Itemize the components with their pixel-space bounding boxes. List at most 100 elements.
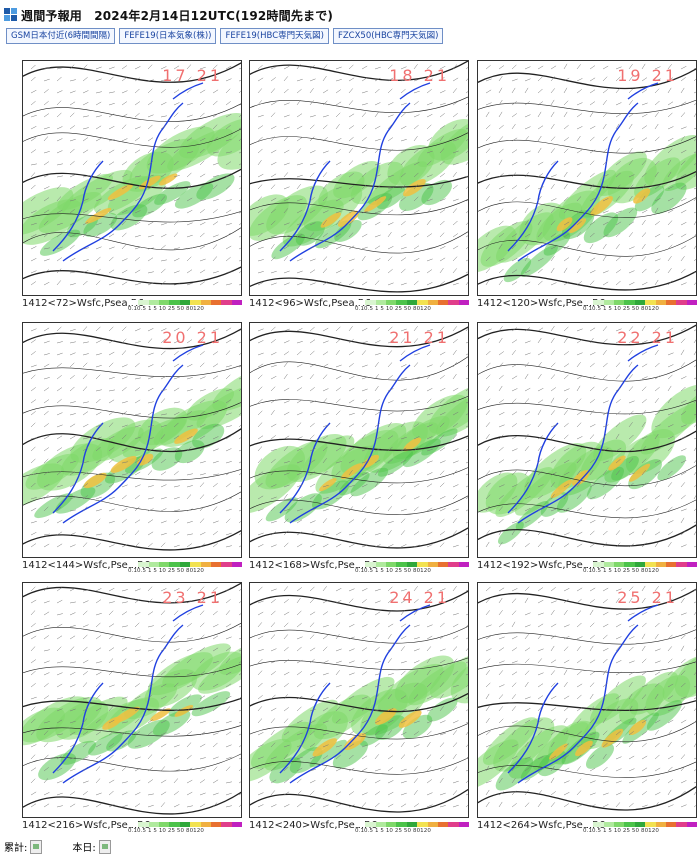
scale-swatch: [665, 562, 677, 567]
weather-map[interactable]: 24 21: [249, 582, 469, 818]
scale-swatch: [200, 822, 211, 827]
scale-swatch: [645, 562, 656, 567]
weather-map[interactable]: 19 21: [477, 60, 697, 296]
scale-swatch: [179, 822, 191, 827]
scale-swatch: [614, 562, 625, 567]
scale-swatch: [365, 822, 376, 827]
scale-labels: 0.10.5 1 5 10 25 50 80120: [128, 828, 204, 834]
scale-swatch: [231, 300, 242, 305]
precip-scale-legend: 0.10.5 1 5 10 25 50 80120: [355, 822, 469, 834]
scale-swatch: [221, 562, 232, 567]
scale-swatch: [138, 822, 149, 827]
scale-swatch: [179, 562, 191, 567]
scale-swatch: [603, 822, 615, 827]
scale-swatch: [148, 300, 160, 305]
forecast-panel: 23 21 1412<216>Wsfc,Psea,R6 0.10.5 1 5 10 …: [22, 582, 242, 838]
scale-swatch: [676, 300, 687, 305]
today-counter: 本日:: [72, 839, 111, 854]
scale-swatch: [406, 300, 418, 305]
weather-map[interactable]: 20 21: [22, 322, 242, 558]
weather-map[interactable]: 21 21: [249, 322, 469, 558]
precip-scale-legend: 0.10.5 1 5 10 25 50 80120: [583, 562, 697, 574]
scale-labels: 0.10.5 1 5 10 25 50 80120: [583, 568, 659, 574]
scale-swatch: [437, 562, 449, 567]
scale-swatch: [159, 822, 170, 827]
scale-swatch: [200, 300, 211, 305]
scale-swatch: [138, 562, 149, 567]
scale-swatch: [190, 562, 201, 567]
precip-scale-legend: 0.10.5 1 5 10 25 50 80120: [583, 822, 697, 834]
scale-swatch: [634, 822, 646, 827]
valid-time-stamp: 24 21: [389, 588, 450, 607]
scale-swatch: [396, 822, 407, 827]
scale-swatch: [437, 822, 449, 827]
chart-tabs: GSM日本付近(6時間間隔) FEFE19(日本気象(株)) FEFE19(HB…: [6, 28, 444, 44]
scale-swatch: [624, 562, 635, 567]
scale-swatch: [231, 822, 242, 827]
valid-time-stamp: 22 21: [617, 328, 678, 347]
scale-swatch: [406, 562, 418, 567]
weather-map[interactable]: 17 21: [22, 60, 242, 296]
precip-scale-legend: 0.10.5 1 5 10 25 50 80120: [128, 822, 242, 834]
precip-scale-legend: 0.10.5 1 5 10 25 50 80120: [128, 562, 242, 574]
weather-map[interactable]: 25 21: [477, 582, 697, 818]
scale-swatch: [128, 300, 139, 305]
panel-caption: 1412<96>Wsfc,Psea,R6: [249, 298, 372, 309]
scale-swatch: [448, 822, 459, 827]
scale-swatch: [128, 562, 139, 567]
scale-swatch: [169, 822, 180, 827]
panel-caption: 1412<216>Wsfc,Psea,R6: [22, 820, 151, 831]
scale-swatch: [375, 562, 387, 567]
scale-swatch: [655, 562, 666, 567]
valid-time-stamp: 19 21: [617, 66, 678, 85]
valid-time-stamp: 23 21: [162, 588, 223, 607]
precip-scale-legend: 0.10.5 1 5 10 25 50 80120: [355, 300, 469, 312]
total-counter-label: 累計:: [4, 843, 28, 854]
weather-map-graphic: [23, 583, 241, 815]
scale-swatch: [138, 300, 149, 305]
panel-caption: 1412<168>Wsfc,Psea,R6: [249, 560, 378, 571]
scale-swatch: [665, 300, 677, 305]
scale-swatch: [386, 300, 397, 305]
broken-image-icon: [98, 839, 111, 854]
scale-swatch: [624, 822, 635, 827]
panel-caption: 1412<264>Wsfc,Psea,R6: [477, 820, 606, 831]
weather-map[interactable]: 22 21: [477, 322, 697, 558]
weather-map[interactable]: 23 21: [22, 582, 242, 818]
tab-fzcx50-hbc[interactable]: FZCX50(HBC専門天気図): [332, 28, 444, 44]
scale-swatch: [169, 562, 180, 567]
scale-swatch: [686, 822, 697, 827]
valid-time-stamp: 18 21: [389, 66, 450, 85]
forecast-panel: 21 21 1412<168>Wsfc,Psea,R6 0.10.5 1 5 10 …: [249, 322, 469, 578]
scale-swatch: [655, 300, 666, 305]
weather-map[interactable]: 18 21: [249, 60, 469, 296]
scale-labels: 0.10.5 1 5 10 25 50 80120: [355, 568, 431, 574]
forecast-panel: 24 21 1412<240>Wsfc,Psea,R6 0.10.5 1 5 10 …: [249, 582, 469, 838]
scale-swatch: [676, 562, 687, 567]
scale-swatch: [355, 562, 366, 567]
valid-time-stamp: 21 21: [389, 328, 450, 347]
total-counter: 累計:: [4, 839, 43, 854]
scale-swatch: [645, 822, 656, 827]
tab-fefe19-hbc[interactable]: FEFE19(HBC専門天気図): [220, 28, 329, 44]
weather-map-graphic: [478, 63, 696, 291]
weather-map-graphic: [478, 585, 696, 811]
weather-map-graphic: [478, 324, 696, 548]
scale-labels: 0.10.5 1 5 10 25 50 80120: [583, 828, 659, 834]
forecast-panel: 20 21 1412<144>Wsfc,Psea,R6 0.10.5 1 5 10 …: [22, 322, 242, 578]
scale-labels: 0.10.5 1 5 10 25 50 80120: [355, 306, 431, 312]
forecast-panel: 17 21 1412<72>Wsfc,Psea,R6 0.10.5 1 5 10 2…: [22, 60, 242, 316]
scale-swatch: [427, 300, 438, 305]
weather-map-graphic: [23, 326, 241, 551]
panel-caption: 1412<240>Wsfc,Psea,R6: [249, 820, 378, 831]
scale-swatch: [365, 300, 376, 305]
tab-fefe19-jwa[interactable]: FEFE19(日本気象(株)): [119, 28, 217, 44]
scale-swatch: [634, 562, 646, 567]
tab-gsm[interactable]: GSM日本付近(6時間間隔): [6, 28, 116, 44]
precip-scale-legend: 0.10.5 1 5 10 25 50 80120: [583, 300, 697, 312]
scale-swatch: [583, 300, 594, 305]
weather-map-graphic: [250, 61, 468, 293]
panel-caption: 1412<72>Wsfc,Psea,R6: [22, 298, 145, 309]
scale-swatch: [365, 562, 376, 567]
panel-caption: 1412<144>Wsfc,Psea,R6: [22, 560, 151, 571]
